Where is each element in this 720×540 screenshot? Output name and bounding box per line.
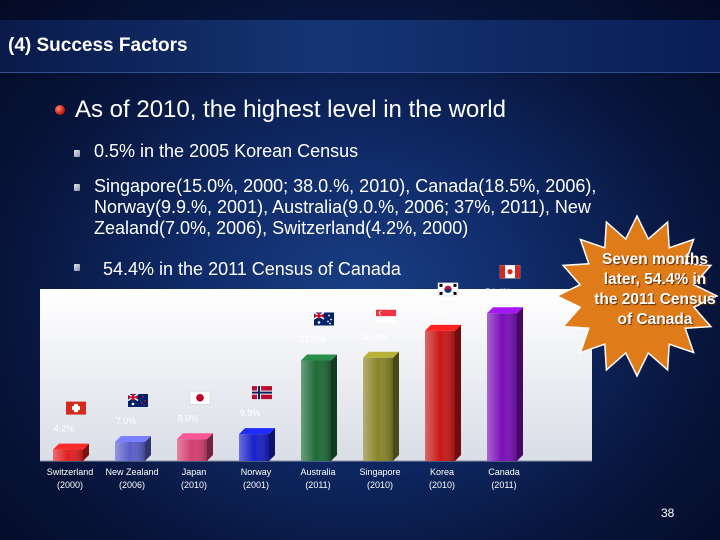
bar-value-label: 9.9%	[240, 408, 261, 418]
bar-side	[393, 351, 399, 461]
bar	[487, 307, 523, 461]
category-name-label: Korea	[430, 467, 454, 477]
sub-bullet-icon	[74, 264, 80, 271]
bar-side	[83, 443, 89, 461]
bar-top	[177, 433, 213, 440]
bar	[301, 354, 337, 461]
bar-value-label: 4.2%	[54, 424, 75, 434]
bar-shine	[115, 441, 145, 461]
bar-top	[301, 354, 337, 361]
swiss-flag-icon	[66, 401, 86, 415]
bar-top	[239, 428, 275, 435]
callout-text: Seven months later, 54.4% in the 2011 Ce…	[594, 251, 716, 328]
bar-side	[145, 435, 151, 461]
bar-value-label: 8.0%	[178, 413, 199, 423]
category-name-label: New Zealand	[105, 467, 158, 477]
category-year-label: (2010)	[181, 480, 207, 490]
category-year-label: (2011)	[491, 480, 516, 490]
callout-star-shape	[555, 214, 719, 378]
bar-shine	[53, 449, 83, 461]
japan-flag-icon	[189, 391, 211, 405]
bar-side	[455, 324, 461, 461]
sub-bullet-korea: 0.5% in the 2005 Korean Census	[94, 141, 359, 161]
bar-shine	[239, 434, 269, 461]
bar	[177, 433, 213, 461]
sub-bullet-icon	[74, 184, 80, 191]
category-name-label: Canada	[488, 467, 520, 477]
category-name-label: Singapore	[359, 467, 400, 477]
bar	[239, 428, 275, 461]
main-bullet-icon	[55, 105, 65, 115]
bar-top	[363, 351, 399, 358]
category-year-label: (2011)	[305, 480, 330, 490]
bar-value-label: 37.0%	[299, 334, 325, 344]
bar-side	[331, 354, 337, 461]
bar-top	[53, 443, 89, 450]
bar-side	[207, 433, 213, 461]
bar-top	[425, 324, 461, 331]
category-name-label: Switzerland	[47, 467, 94, 477]
bar-top	[487, 307, 523, 314]
sub-bullet-canada: 54.4% in the 2011 Census of Canada	[103, 259, 401, 279]
bar	[425, 324, 461, 461]
bar	[115, 435, 151, 461]
sub-bullet-icon	[74, 150, 80, 157]
new-zealand-flag-icon	[127, 393, 148, 407]
bar-value-label: 47.9%	[423, 305, 449, 315]
bar-shine	[487, 313, 517, 461]
category-year-label: (2000)	[57, 480, 83, 490]
category-year-label: (2001)	[243, 480, 269, 490]
singapore-flag-icon	[376, 309, 396, 323]
sub-bullet-countries: Singapore(15.0%, 2000; 38.0.%, 2010), Ca…	[94, 176, 597, 238]
bar-shine	[425, 330, 455, 461]
callout-star	[555, 214, 719, 378]
bar-side	[517, 307, 523, 461]
bar-side	[269, 428, 275, 461]
slide-title: (4) Success Factors	[8, 35, 188, 56]
main-bullet-text: As of 2010, the highest level in the wor…	[75, 96, 506, 123]
bar	[363, 351, 399, 461]
category-year-label: (2010)	[429, 480, 455, 490]
category-name-label: Norway	[241, 467, 272, 477]
page-number: 38	[661, 506, 675, 520]
bar-shine	[363, 357, 393, 461]
category-year-label: (2006)	[119, 480, 145, 490]
bar-value-label: 54.4%	[485, 287, 511, 297]
korea-flag-icon	[437, 282, 459, 297]
bar	[53, 443, 89, 461]
title-bar: (4) Success Factors	[0, 20, 720, 73]
bar-shine	[301, 360, 331, 461]
canada-flag-icon	[499, 264, 521, 279]
category-name-label: Australia	[300, 467, 335, 477]
australia-flag-icon	[313, 311, 334, 326]
bar-value-label: 7.0%	[116, 416, 137, 426]
bar-shine	[177, 439, 207, 461]
bar-top	[115, 435, 151, 442]
norway-flag-icon	[252, 386, 272, 400]
bar-value-label: 38.0%	[361, 332, 387, 342]
category-name-label: Japan	[182, 467, 207, 477]
category-year-label: (2010)	[367, 480, 393, 490]
